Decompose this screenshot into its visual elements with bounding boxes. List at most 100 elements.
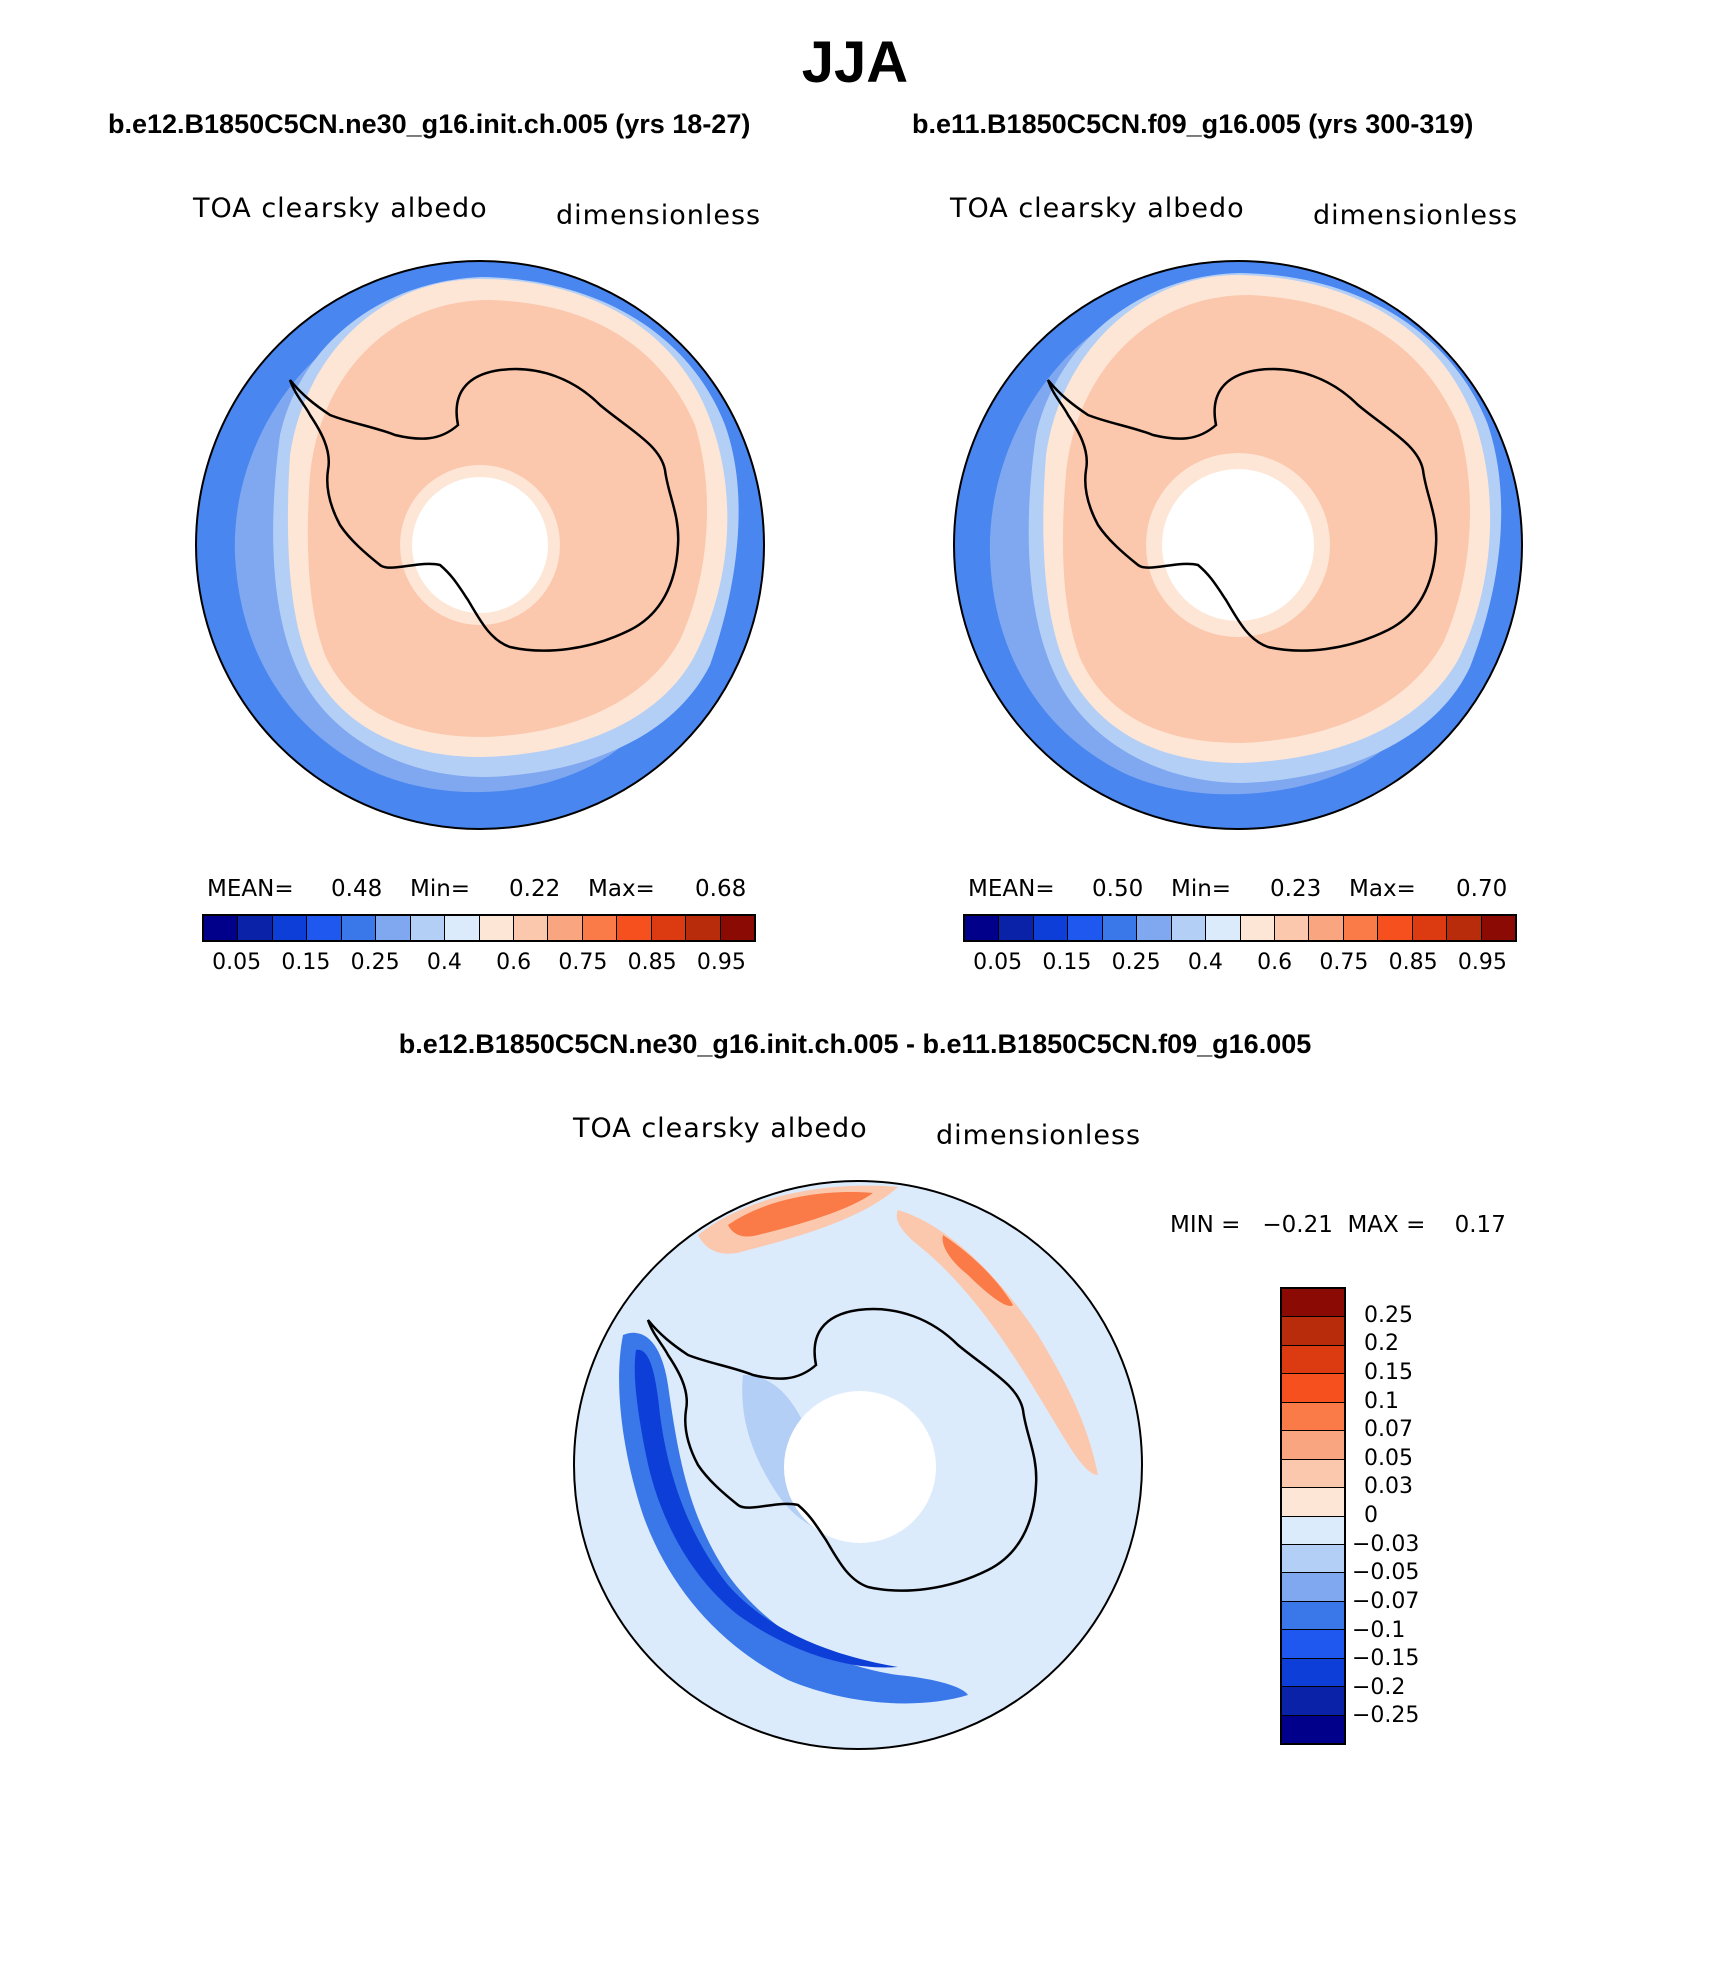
panel-2-variable-label: TOA clearsky albedo (950, 193, 1245, 224)
panel-1-min-label: Min= (410, 876, 471, 902)
panel-1-colorbar (202, 914, 756, 942)
panel-2-min-label: Min= (1171, 876, 1232, 902)
colorbar-swatch (1033, 916, 1069, 940)
panel-2-min-value: 0.23 (1270, 876, 1322, 902)
colorbar-swatch (548, 916, 583, 940)
panel-2-colorbar-ticks: 0.05 0.15 0.25 0.4 0.6 0.75 0.85 0.95 (963, 950, 1517, 980)
colorbar-swatch (999, 916, 1034, 940)
colorbar-swatch (204, 916, 239, 940)
colorbar-swatch (1282, 1544, 1344, 1574)
colorbar-swatch (1137, 916, 1172, 940)
colorbar-tick-label: 0.1 (1364, 1388, 1399, 1414)
colorbar-tick-label: 0.25 (1364, 1302, 1413, 1328)
colorbar-tick-label: −0.1 (1352, 1617, 1406, 1643)
colorbar-tick-label: −0.03 (1352, 1531, 1420, 1557)
colorbar-swatch (1282, 1345, 1344, 1375)
colorbar-tick-label: 0.6 (496, 950, 532, 975)
colorbar-swatch (720, 916, 754, 940)
difference-units-label: dimensionless (936, 1120, 1142, 1151)
colorbar-swatch (1282, 1658, 1344, 1688)
panel-1-mean-value: 0.48 (331, 876, 383, 902)
colorbar-swatch (1171, 916, 1207, 940)
colorbar-swatch (1240, 916, 1275, 940)
colorbar-swatch (1412, 916, 1448, 940)
colorbar-swatch (1206, 916, 1241, 940)
colorbar-swatch (341, 916, 377, 940)
colorbar-tick-label: −0.07 (1352, 1588, 1420, 1614)
colorbar-swatch (1282, 1573, 1344, 1602)
colorbar-tick-label: 0.95 (1457, 950, 1507, 975)
colorbar-tick-label: −0.2 (1352, 1674, 1406, 1700)
colorbar-swatch (1282, 1687, 1344, 1716)
difference-title: b.e12.B1850C5CN.ne30_g16.init.ch.005 - b… (398, 1029, 1312, 1059)
colorbar-swatch (1343, 916, 1379, 940)
colorbar-tick-label: 0.75 (1319, 950, 1369, 975)
colorbar-tick-label: 0 (1364, 1503, 1378, 1528)
panel-2-max-label: Max= (1349, 876, 1416, 902)
colorbar-swatch (1282, 1516, 1344, 1545)
colorbar-swatch (582, 916, 618, 940)
antarctica-coastline (288, 367, 680, 652)
colorbar-swatch (1068, 916, 1103, 940)
positive-anomaly-east-core (942, 1235, 1013, 1306)
colorbar-swatch (479, 916, 514, 940)
colorbar-swatch (1274, 916, 1310, 940)
positive-anomaly-north-core (728, 1192, 873, 1237)
difference-colorbar-ticks: 0.25 0.2 0.15 0.1 0.07 0.05 0.03 0 −0.03 −0.05 −0.… (1352, 1287, 1492, 1745)
colorbar-tick-label: −0.05 (1352, 1560, 1420, 1586)
colorbar-tick-label: 0.4 (1187, 950, 1223, 975)
panel-1-min-value: 0.22 (509, 876, 561, 902)
panel-1-variable-label: TOA clearsky albedo (193, 193, 488, 224)
antarctica-coastline (646, 1307, 1038, 1592)
difference-minmax: MIN = −0.21 MAX = 0.17 (1170, 1212, 1506, 1238)
panel-2-mean-value: 0.50 (1092, 876, 1144, 902)
colorbar-tick-label: 0.75 (558, 950, 608, 975)
panel-2-colorbar (963, 914, 1517, 942)
panel-1-max-value: 0.68 (695, 876, 747, 902)
difference-variable-label: TOA clearsky albedo (573, 1113, 868, 1144)
colorbar-swatch (272, 916, 308, 940)
panel-1-mean-label: MEAN= (207, 876, 294, 902)
colorbar-swatch (1282, 1488, 1344, 1517)
colorbar-swatch (651, 916, 687, 940)
colorbar-swatch (1447, 916, 1482, 940)
colorbar-swatch (307, 916, 342, 940)
colorbar-swatch (1282, 1715, 1344, 1743)
panel-2-case-title: b.e11.B1850C5CN.f09_g16.005 (yrs 300-319… (912, 109, 1474, 139)
colorbar-tick-label: 0.85 (1388, 950, 1438, 975)
colorbar-tick-label: 0.15 (1364, 1359, 1413, 1385)
panel-2-max-value: 0.70 (1456, 876, 1508, 902)
colorbar-tick-label: 0.6 (1257, 950, 1293, 975)
season-title: JJA (801, 30, 909, 95)
colorbar-tick-label: 0.15 (281, 950, 331, 975)
pole-hole (1162, 469, 1314, 621)
positive-anomaly-east (896, 1210, 1098, 1475)
colorbar-swatch (617, 916, 652, 940)
colorbar-tick-label: 0.25 (1111, 950, 1161, 975)
panel-2-polar-map (953, 260, 1523, 830)
panel-2-mean-label: MEAN= (968, 876, 1055, 902)
pole-hole (412, 477, 548, 613)
colorbar-swatch (1282, 1289, 1344, 1318)
colorbar-tick-label: 0.03 (1364, 1474, 1413, 1500)
panel-1-units-label: dimensionless (556, 200, 762, 231)
panel-1-colorbar-ticks: 0.05 0.15 0.25 0.4 0.6 0.75 0.85 0.95 (202, 950, 756, 980)
colorbar-tick-label: 0.05 (212, 950, 262, 975)
colorbar-swatch (1282, 1374, 1344, 1403)
colorbar-tick-label: 0.07 (1364, 1417, 1413, 1443)
colorbar-swatch (1378, 916, 1413, 940)
colorbar-tick-label: 0.05 (973, 950, 1023, 975)
difference-polar-map (573, 1180, 1143, 1750)
colorbar-tick-label: 0.4 (426, 950, 462, 975)
colorbar-tick-label: 0.95 (696, 950, 746, 975)
colorbar-tick-label: 0.25 (350, 950, 400, 975)
colorbar-swatch (1282, 1459, 1344, 1489)
colorbar-swatch (1282, 1630, 1344, 1659)
colorbar-tick-label: 0.85 (627, 950, 677, 975)
colorbar-tick-label: −0.15 (1352, 1646, 1420, 1672)
colorbar-swatch (1481, 916, 1515, 940)
colorbar-tick-label: 0.2 (1364, 1331, 1399, 1357)
colorbar-tick-label: 0.15 (1042, 950, 1092, 975)
panel-2-units-label: dimensionless (1313, 200, 1519, 231)
colorbar-tick-label: −0.25 (1352, 1703, 1420, 1729)
